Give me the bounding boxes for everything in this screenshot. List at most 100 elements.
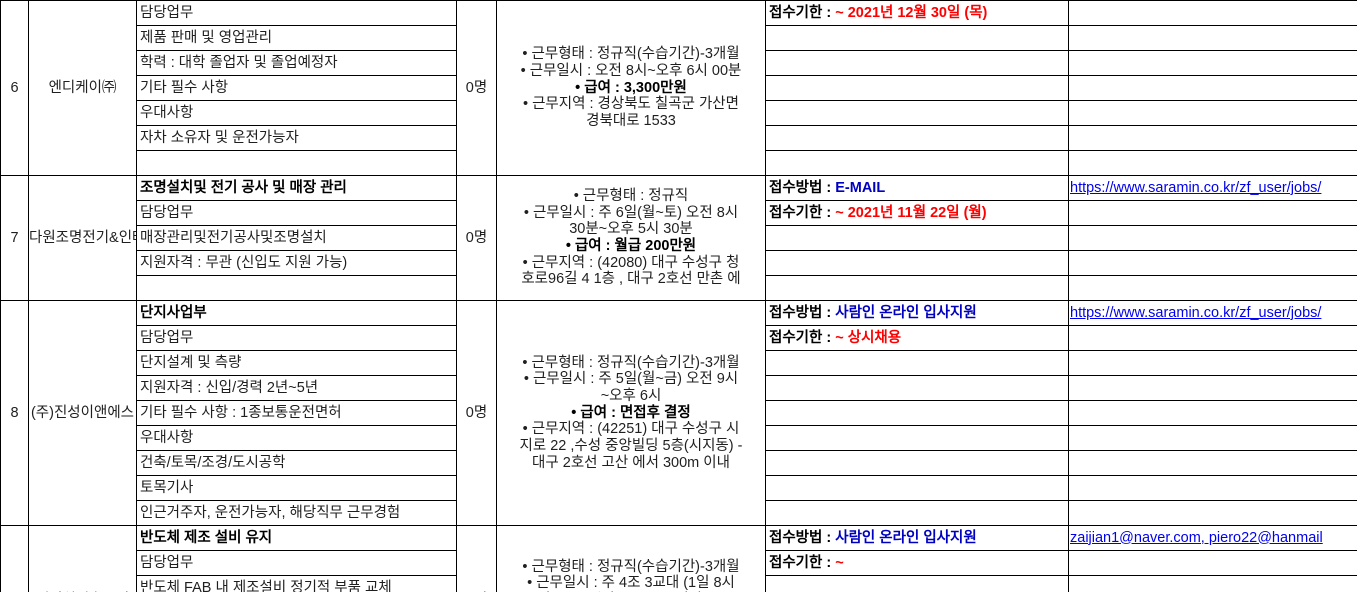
- company-name: 다원조명전기&인테리어: [28, 175, 137, 301]
- email-link[interactable]: zaijian1@naver.com, piero22@hanmail: [1070, 529, 1323, 546]
- apply-line: [766, 25, 1068, 51]
- work-condition-line: • 근무형태 : 정규직: [573, 187, 689, 204]
- work-condition-line: • 급여 : 3,300만원: [575, 79, 687, 96]
- sub-line: 지원자격 : 무관 (신입도 지원 가능): [137, 250, 456, 276]
- apply-method-value: E-MAIL: [835, 179, 886, 196]
- link-line: [1069, 575, 1357, 592]
- work-condition-line: • 근무지역 : (42080) 대구 수성구 청: [522, 254, 740, 271]
- work-condition-line: • 급여 : 월급 200만원: [565, 238, 697, 254]
- link-line: [1069, 75, 1357, 101]
- apply-line: [766, 225, 1068, 251]
- row-number: 8: [0, 300, 29, 526]
- apply-line: [766, 350, 1068, 376]
- sub-line: 반도체 제조 설비 유지: [137, 526, 456, 551]
- apply-line: 접수기한 : ~ 상시채용: [766, 325, 1068, 351]
- posting-url-link[interactable]: https://www.saramin.co.kr/zf_user/jobs/: [1070, 179, 1322, 196]
- link-line: [1069, 475, 1357, 501]
- link-line: [1069, 425, 1357, 451]
- apply-line: [766, 50, 1068, 76]
- job-description-cell: 반도체 제조 설비 유지 담당업무 반도체 FAB 내 제조설비 정기적 부품 교체…: [136, 525, 457, 592]
- sub-line: 매장관리및전기공사및조명설치: [137, 225, 456, 251]
- link-line: [1069, 50, 1357, 76]
- work-condition-line: • 근무지역 : (42251) 대구 수성구 시: [522, 421, 740, 438]
- apply-line: [766, 475, 1068, 501]
- work-condition-line: • 근무지역 : 경상북도 칠곡군 가산면: [522, 96, 739, 113]
- sub-line: 제품 판매 및 영업관리: [137, 25, 456, 51]
- application-cell: 접수방법 : E-MAIL 접수기한 : ~ 2021년 11월 22일 (월): [765, 175, 1069, 301]
- link-cell: https://www.saramin.co.kr/zf_user/jobs/: [1068, 175, 1357, 301]
- apply-line: [766, 500, 1068, 525]
- link-cell: https://www.saramin.co.kr/zf_user/jobs/: [1068, 300, 1357, 526]
- link-line: [1069, 500, 1357, 525]
- hire-count: 0명: [456, 525, 497, 592]
- link-line: [1069, 25, 1357, 51]
- company-name: 엔디케이㈜: [28, 0, 137, 176]
- link-line: [1069, 200, 1357, 226]
- deadline-value: ~: [835, 554, 844, 571]
- table-row: 8 (주)진성이앤에스 단지사업부 담당업무 단지설계 및 측량 지원자격 : 신입/경력…: [0, 300, 1357, 526]
- deadline-value: ~ 상시채용: [835, 329, 902, 346]
- link-line: https://www.saramin.co.kr/zf_user/jobs/: [1069, 301, 1357, 326]
- apply-line: 접수방법 : 사람인 온라인 입사지원: [766, 526, 1068, 551]
- work-condition-line: ~오후 6시: [600, 387, 662, 404]
- row-number: 6: [0, 0, 29, 176]
- sub-line: [137, 150, 456, 175]
- link-line: [1069, 325, 1357, 351]
- sub-line: 기타 필수 사항 : 1종보통운전면허: [137, 400, 456, 426]
- application-cell: 접수기한 : ~ 2021년 12월 30일 (목): [765, 0, 1069, 176]
- work-conditions-cell: • 근무형태 : 정규직 • 근무일시 : 주 6일(월~토) 오전 8시 30분~…: [496, 175, 766, 301]
- sub-line: 우대사항: [137, 425, 456, 451]
- link-line: [1069, 225, 1357, 251]
- salary-value: 200만원: [645, 238, 697, 254]
- table-row: 6 엔디케이㈜ 담당업무 제품 판매 및 영업관리 학력 : 대학 졸업자 및 졸업예정…: [0, 0, 1357, 176]
- sub-line: 담당업무: [137, 200, 456, 226]
- link-line: [1069, 550, 1357, 576]
- work-condition-line: • 근무일시 : 오전 8시~오후 6시 00분: [520, 62, 742, 79]
- work-condition-line: • 급여 : 면접후 결정: [571, 404, 691, 421]
- sub-line: 건축/토목/조경/도시공학: [137, 450, 456, 476]
- sub-line: 반도체 FAB 내 제조설비 정기적 부품 교체: [137, 575, 456, 592]
- row-number: 9: [0, 525, 29, 592]
- apply-line: 접수기한 : ~ 2021년 12월 30일 (목): [766, 1, 1068, 26]
- sub-line: 우대사항: [137, 100, 456, 126]
- hire-count: 0명: [456, 300, 497, 526]
- sub-line: 담당업무: [137, 1, 456, 26]
- apply-line: [766, 250, 1068, 276]
- sub-line: 단지설계 및 측량: [137, 350, 456, 376]
- apply-line: [766, 450, 1068, 476]
- job-description-cell: 조명설치및 전기 공사 및 매장 관리 담당업무 매장관리및전기공사및조명설치 지원자…: [136, 175, 457, 301]
- link-line: [1069, 125, 1357, 151]
- apply-line: 접수방법 : E-MAIL: [766, 176, 1068, 201]
- posting-url-link[interactable]: https://www.saramin.co.kr/zf_user/jobs/: [1070, 304, 1322, 321]
- apply-line: [766, 375, 1068, 401]
- link-cell: [1068, 0, 1357, 176]
- work-conditions-cell: • 근무형태 : 정규직(수습기간)-3개월 • 근무일시 : 오전 8시~오후 …: [496, 0, 766, 176]
- job-description-cell: 담당업무 제품 판매 및 영업관리 학력 : 대학 졸업자 및 졸업예정자 기타 필수…: [136, 0, 457, 176]
- work-condition-line: • 근무형태 : 정규직(수습기간)-3개월: [522, 558, 740, 575]
- link-line: https://www.saramin.co.kr/zf_user/jobs/: [1069, 176, 1357, 201]
- company-name: 에이치티솔루션: [28, 525, 137, 592]
- deadline-value: ~ 2021년 11월 22일 (월): [835, 204, 987, 221]
- link-line: [1069, 150, 1357, 175]
- work-condition-line: 호로96길 4 1층 , 대구 2호선 만촌 에: [521, 271, 741, 288]
- apply-line: 접수기한 : ~ 2021년 11월 22일 (월): [766, 200, 1068, 226]
- sub-line: 지원자격 : 신입/경력 2년~5년: [137, 375, 456, 401]
- sub-line: [137, 275, 456, 300]
- work-condition-line: 30분~오후 5시 30분: [569, 221, 693, 238]
- work-condition-line: 경북대로 1533: [586, 113, 676, 129]
- link-line: [1069, 1, 1357, 26]
- sub-line: 자차 소유자 및 운전가능자: [137, 125, 456, 151]
- hire-count: 0명: [456, 175, 497, 301]
- work-conditions-cell: • 근무형태 : 정규직(수습기간)-3개월 • 근무일시 : 주 5일(월~금)…: [496, 300, 766, 526]
- apply-line: [766, 575, 1068, 592]
- company-name: (주)진성이앤에스: [28, 300, 137, 526]
- work-condition-line: • 근무일시 : 주 5일(월~금) 오전 9시: [523, 371, 739, 388]
- link-cell: zaijian1@naver.com, piero22@hanmail: [1068, 525, 1357, 592]
- work-condition-line: 지로 22 ,수성 중앙빌딩 5층(시지동) -: [519, 438, 743, 454]
- link-line: [1069, 400, 1357, 426]
- apply-method-value: 사람인 온라인 입사지원: [835, 304, 977, 321]
- apply-line: [766, 400, 1068, 426]
- sub-line: 학력 : 대학 졸업자 및 졸업예정자: [137, 50, 456, 76]
